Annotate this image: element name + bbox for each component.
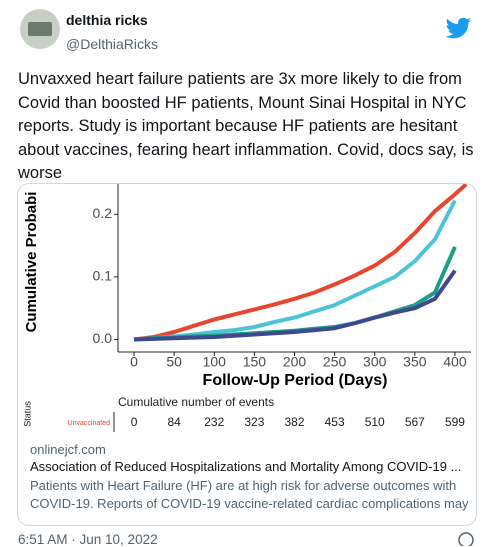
risk-value: 0 — [131, 415, 138, 429]
x-tick-label: 200 — [283, 354, 307, 370]
x-tick-label: 350 — [403, 354, 427, 370]
x-tick-label: 50 — [166, 354, 182, 370]
author-name[interactable]: delthia ricks — [66, 12, 148, 28]
risk-value: 84 — [167, 415, 181, 429]
y-tick-label: 0.0 — [93, 330, 113, 346]
info-icon[interactable] — [458, 532, 474, 546]
series-line — [133, 269, 457, 342]
risk-row-label: Unvaccinated — [68, 420, 111, 427]
link-card[interactable] — [17, 183, 477, 526]
x-tick-label: 150 — [243, 354, 267, 370]
card-domain: onlinejcf.com — [30, 442, 106, 457]
x-tick-label: 0 — [130, 354, 138, 370]
author-handle[interactable]: @DelthiaRicks — [66, 36, 159, 52]
y-tick-label: 0.1 — [93, 268, 113, 284]
x-tick-label: 400 — [443, 354, 467, 370]
x-tick-label: 250 — [323, 354, 347, 370]
card-description: Patients with Heart Failure (HF) are at … — [30, 478, 469, 511]
risk-value: 599 — [445, 415, 465, 429]
x-tick-label: 300 — [363, 354, 387, 370]
y-axis-label: Cumulative Probabi — [23, 192, 40, 333]
risk-value: 382 — [284, 415, 304, 429]
card-title: Association of Reduced Hospitalizations … — [30, 459, 462, 474]
series-line — [133, 184, 468, 342]
risk-value: 453 — [325, 415, 345, 429]
risk-status-label: Status — [22, 401, 32, 427]
chart-image: 0.0 0.1 0.2 0 50 100 150 200 250 300 350 400 Cumulat… — [18, 184, 474, 433]
avatar-icon — [28, 22, 52, 36]
risk-table-title: Cumulative number of events — [118, 395, 274, 409]
risk-value: 232 — [204, 415, 224, 429]
twitter-logo[interactable] — [445, 17, 471, 39]
x-tick-label: 100 — [203, 354, 227, 370]
tweet-time[interactable]: 6:51 AM · Jun 10, 2022 — [18, 532, 158, 547]
risk-value: 323 — [244, 415, 264, 429]
y-tick-label: 0.2 — [93, 205, 113, 221]
x-axis-label: Follow-Up Period (Days) — [203, 372, 388, 389]
tweet-text: Unvaxxed heart failure patients are 3x m… — [18, 70, 474, 182]
risk-value: 567 — [405, 415, 425, 429]
risk-value: 510 — [365, 415, 385, 429]
